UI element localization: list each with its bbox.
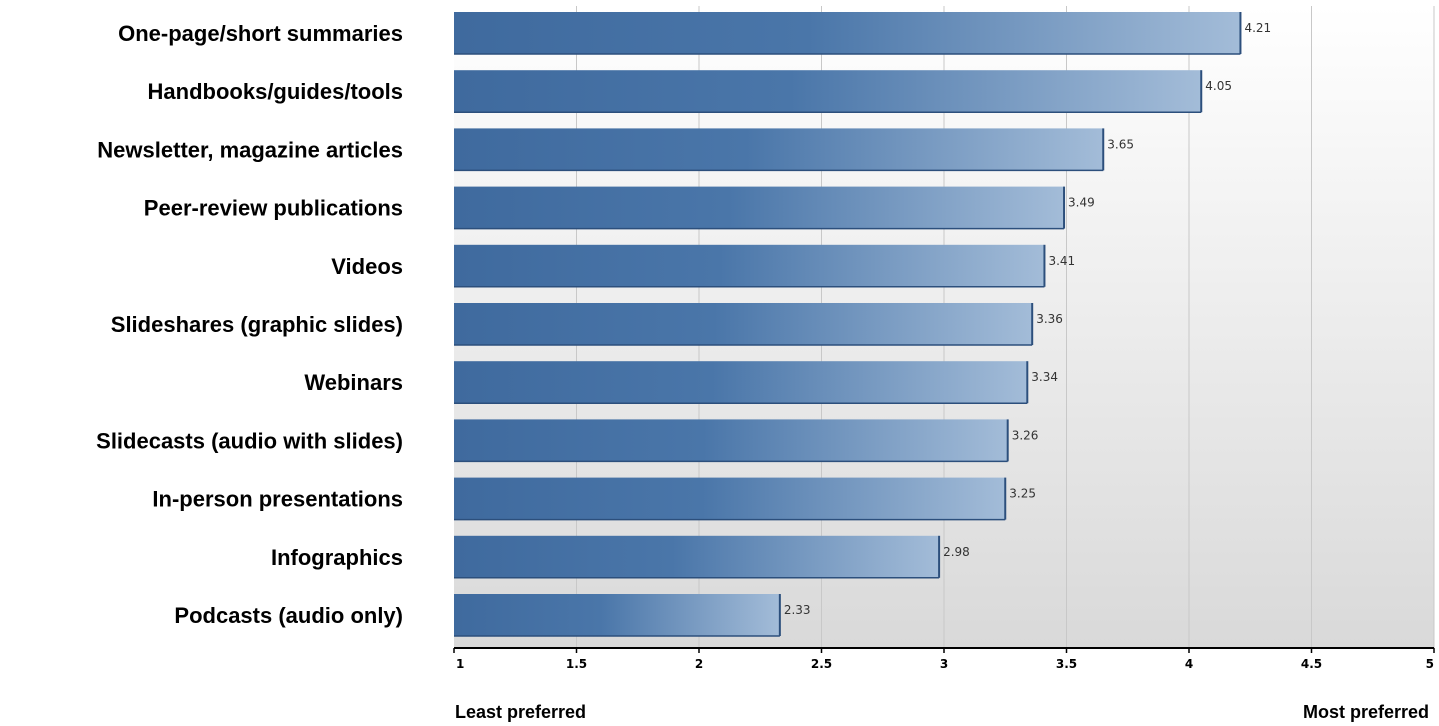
x-tick-label: 3 [940,657,948,671]
category-label: Infographics [271,545,403,570]
value-label: 3.26 [1012,428,1039,442]
bar [454,12,1241,54]
bar [454,361,1028,404]
category-label: Slidecasts (audio with slides) [96,428,403,453]
bar [454,477,1006,520]
x-tick-label: 2 [695,657,703,671]
category-label: Webinars [304,370,403,395]
bar [454,594,780,636]
x-tick-label: 2.5 [811,657,832,671]
x-tick-label: 1 [456,657,464,671]
category-label: In-person presentations [152,487,403,512]
x-axis-left-caption: Least preferred [455,702,587,722]
category-label: Newsletter, magazine articles [97,137,403,162]
x-tick-label: 4.5 [1301,657,1322,671]
value-label: 3.34 [1031,370,1058,384]
bar [454,419,1008,462]
bar [454,535,940,578]
x-tick-label: 5 [1426,657,1434,671]
value-label: 3.41 [1048,254,1075,268]
value-label: 4.05 [1205,79,1232,93]
bar [454,244,1045,287]
category-label: Slideshares (graphic slides) [111,312,403,337]
value-label: 3.36 [1036,312,1063,326]
x-tick-label: 4 [1185,657,1193,671]
value-label: 4.21 [1244,21,1271,35]
value-label: 2.33 [784,603,811,617]
category-label: Videos [331,254,403,279]
category-label: One-page/short summaries [118,21,403,46]
category-label: Podcasts (audio only) [174,603,403,628]
value-label: 3.65 [1107,137,1134,151]
chart-canvas: 4.21 One-page/short summaries 4.05 Handbook… [96,6,1435,671]
value-label: 3.25 [1009,487,1036,501]
bar [454,186,1065,229]
bar [454,303,1033,345]
value-label: 2.98 [943,545,970,559]
bar [454,70,1202,113]
category-label: Peer-review publications [144,196,403,221]
category-label: Handbooks/guides/tools [148,79,403,104]
x-tick-label: 1.5 [566,657,587,671]
x-tick-label: 3.5 [1056,657,1077,671]
x-axis-right-caption: Most preferred [1302,702,1429,722]
value-label: 3.49 [1068,196,1095,210]
bar [454,128,1104,171]
